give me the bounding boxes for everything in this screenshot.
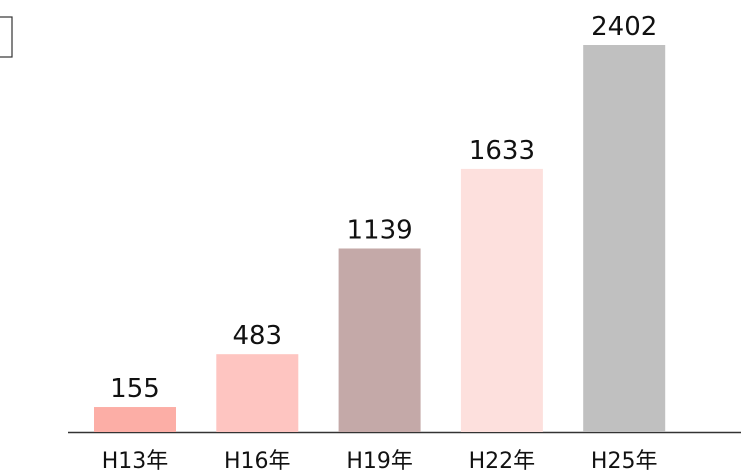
legend-box	[0, 16, 13, 58]
bar	[583, 45, 666, 432]
value-label: 1633	[469, 136, 535, 166]
value-label: 155	[110, 374, 160, 404]
x-tick-label: H25年	[591, 449, 658, 474]
x-tick-label: H16年	[224, 449, 291, 474]
bar	[216, 354, 299, 432]
bar	[94, 407, 176, 432]
value-label: 483	[232, 321, 282, 351]
bar	[460, 168, 543, 432]
value-label: 2402	[591, 12, 657, 42]
value-label: 1139	[347, 215, 413, 245]
x-tick-label: H13年	[102, 449, 169, 474]
x-tick-label: H22年	[469, 449, 536, 474]
x-tick-label: H19年	[346, 449, 413, 474]
bar	[338, 248, 421, 432]
